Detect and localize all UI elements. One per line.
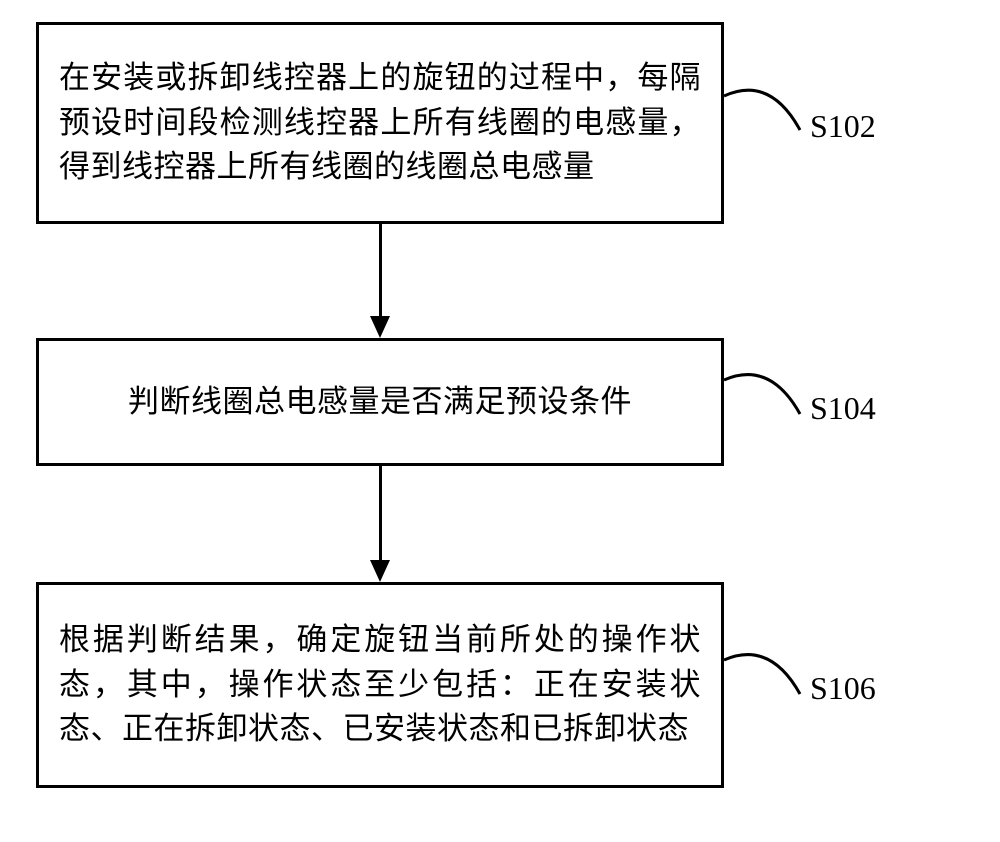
step-text-2: 判断线圈总电感量是否满足预设条件 — [59, 380, 701, 425]
step-text-3: 根据判断结果，确定旋钮当前所处的操作状态，其中，操作状态至少包括：正在安装状态、… — [59, 618, 701, 753]
connector-curve-3 — [720, 636, 804, 698]
flowchart-container: 在安装或拆卸线控器上的旋钮的过程中，每隔预设时间段检测线控器上所有线圈的电感量，… — [0, 0, 1000, 842]
arrow-head-1 — [370, 316, 390, 338]
arrow-line-2 — [379, 466, 382, 560]
connector-curve-1 — [720, 71, 804, 134]
step-label-3: S106 — [810, 670, 876, 707]
step-box-3: 根据判断结果，确定旋钮当前所处的操作状态，其中，操作状态至少包括：正在安装状态、… — [36, 582, 724, 788]
arrow-line-1 — [379, 224, 382, 316]
step-text-1: 在安装或拆卸线控器上的旋钮的过程中，每隔预设时间段检测线控器上所有线圈的电感量，… — [59, 56, 701, 191]
arrow-head-2 — [370, 560, 390, 582]
step-label-1: S102 — [810, 108, 876, 145]
step-box-2: 判断线圈总电感量是否满足预设条件 — [36, 338, 724, 466]
connector-curve-2 — [720, 356, 804, 418]
step-box-1: 在安装或拆卸线控器上的旋钮的过程中，每隔预设时间段检测线控器上所有线圈的电感量，… — [36, 22, 724, 224]
step-label-2: S104 — [810, 390, 876, 427]
